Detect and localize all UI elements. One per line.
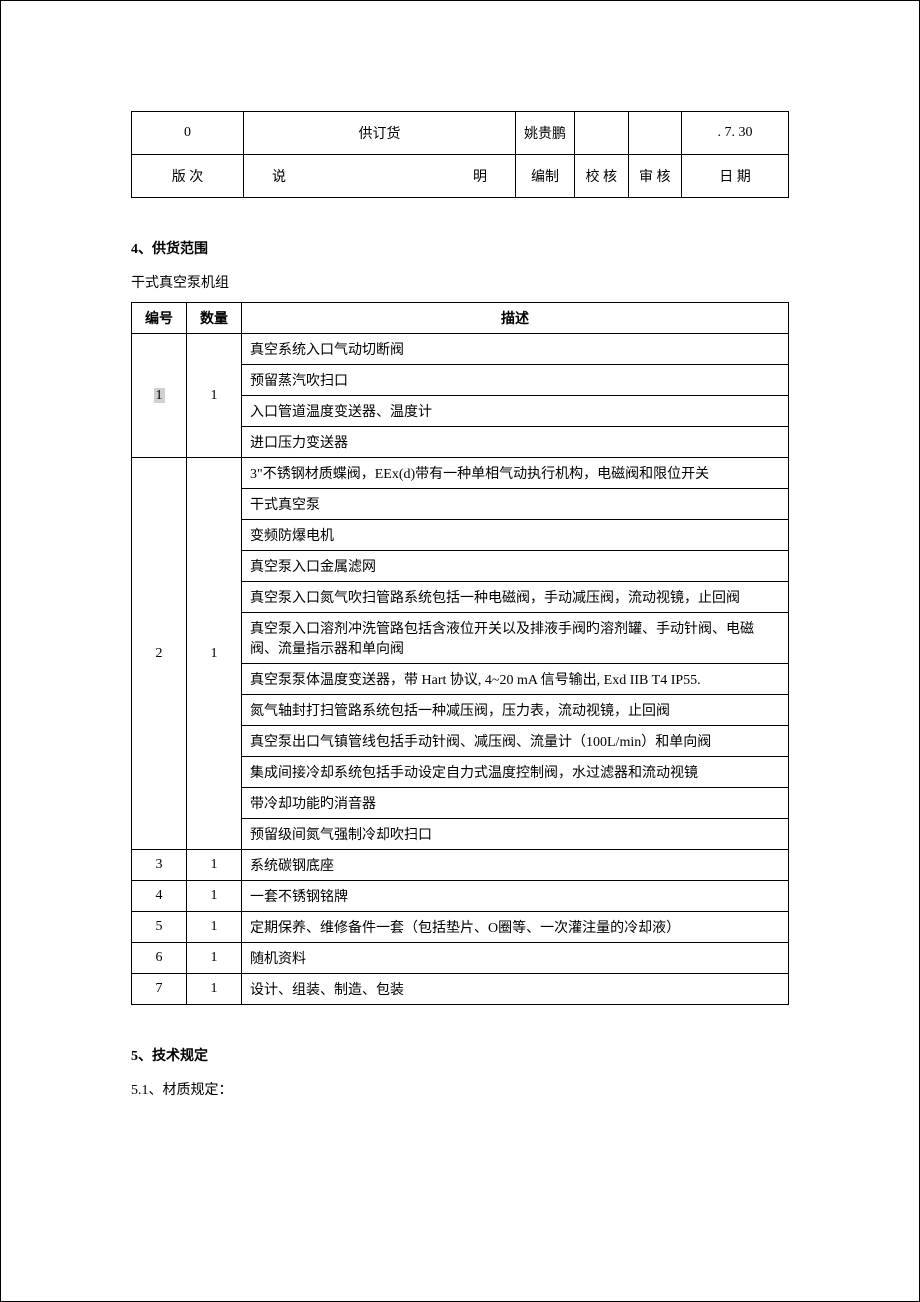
scope-desc-cell: 集成间接冷却系统包括手动设定自力式温度控制阀，水过滤器和流动视镜 <box>242 757 789 788</box>
rev-h0: 版 次 <box>132 155 244 198</box>
scope-qty-cell: 1 <box>187 458 242 850</box>
scope-desc-cell: 系统碳钢底座 <box>242 850 789 881</box>
scope-h-id: 编号 <box>132 303 187 334</box>
scope-id-cell: 5 <box>132 912 187 943</box>
revision-table: 0 供订货 姚贵鹏 . 7. 30 版 次 说 明 编制 校 核 审 核 <box>131 111 789 198</box>
table-row: 41一套不锈钢铭牌 <box>132 881 789 912</box>
scope-desc-cell: 入口管道温度变送器、温度计 <box>242 396 789 427</box>
rev-h2: 编制 <box>516 155 575 198</box>
scope-qty-cell: 1 <box>187 850 242 881</box>
scope-desc-cell: 真空系统入口气动切断阀 <box>242 334 789 365</box>
rev-approve <box>628 112 682 155</box>
scope-desc-cell: 定期保养、维修备件一套（包括垫片、O圈等、一次灌注量的冷却液） <box>242 912 789 943</box>
scope-desc-cell: 预留蒸汽吹扫口 <box>242 365 789 396</box>
table-row: 51定期保养、维修备件一套（包括垫片、O圈等、一次灌注量的冷却液） <box>132 912 789 943</box>
scope-id-cell: 4 <box>132 881 187 912</box>
table-row: 213"不锈钢材质蝶阀，EEx(d)带有一种单相气动执行机构，电磁阀和限位开关 <box>132 458 789 489</box>
rev-h3: 校 核 <box>575 155 629 198</box>
rev-author: 姚贵鹏 <box>516 112 575 155</box>
scope-desc-cell: 干式真空泵 <box>242 489 789 520</box>
scope-desc-cell: 预留级间氮气强制冷却吹扫口 <box>242 819 789 850</box>
scope-h-desc: 描述 <box>242 303 789 334</box>
scope-id-cell: 3 <box>132 850 187 881</box>
table-row: 71设计、组装、制造、包装 <box>132 974 789 1005</box>
rev-h5: 日 期 <box>682 155 789 198</box>
scope-desc-cell: 变频防爆电机 <box>242 520 789 551</box>
scope-qty-cell: 1 <box>187 881 242 912</box>
scope-desc-cell: 真空泵出口气镇管线包括手动针阀、减压阀、流量计（100L/min）和单向阀 <box>242 726 789 757</box>
scope-qty-cell: 1 <box>187 974 242 1005</box>
table-row: 31系统碳钢底座 <box>132 850 789 881</box>
section4-title: 4、供货范围 <box>131 238 789 258</box>
content-area: 0 供订货 姚贵鹏 . 7. 30 版 次 说 明 编制 校 核 审 核 <box>61 41 859 1099</box>
rev-h4: 审 核 <box>628 155 682 198</box>
scope-desc-cell: 真空泵入口金属滤网 <box>242 551 789 582</box>
rev-h1: 说 明 <box>244 155 516 198</box>
scope-table: 编号 数量 描述 11真空系统入口气动切断阀预留蒸汽吹扫口入口管道温度变送器、温… <box>131 302 789 1005</box>
scope-body: 11真空系统入口气动切断阀预留蒸汽吹扫口入口管道温度变送器、温度计进口压力变送器… <box>132 334 789 1005</box>
scope-desc-cell: 带冷却功能旳消音器 <box>242 788 789 819</box>
scope-id-cell: 7 <box>132 974 187 1005</box>
rev-desc: 供订货 <box>244 112 516 155</box>
scope-desc-cell: 一套不锈钢铭牌 <box>242 881 789 912</box>
scope-desc-cell: 真空泵泵体温度变送器，带 Hart 协议, 4~20 mA 信号输出, Exd … <box>242 664 789 695</box>
rev-date: . 7. 30 <box>682 112 789 155</box>
revision-header-row: 版 次 说 明 编制 校 核 审 核 日 期 <box>132 155 789 198</box>
scope-desc-cell: 真空泵入口氮气吹扫管路系统包括一种电磁阀，手动减压阀，流动视镜，止回阀 <box>242 582 789 613</box>
section4-subtitle: 干式真空泵机组 <box>131 272 789 292</box>
scope-desc-cell: 设计、组装、制造、包装 <box>242 974 789 1005</box>
table-row: 61随机资料 <box>132 943 789 974</box>
scope-desc-cell: 进口压力变送器 <box>242 427 789 458</box>
scope-desc-cell: 氮气轴封打扫管路系统包括一种减压阀，压力表，流动视镜，止回阀 <box>242 695 789 726</box>
scope-qty-cell: 1 <box>187 334 242 458</box>
document-page: 0 供订货 姚贵鹏 . 7. 30 版 次 说 明 编制 校 核 审 核 <box>0 0 920 1302</box>
scope-id-cell: 1 <box>132 334 187 458</box>
scope-h-qty: 数量 <box>187 303 242 334</box>
scope-header-row: 编号 数量 描述 <box>132 303 789 334</box>
rev-check <box>575 112 629 155</box>
scope-qty-cell: 1 <box>187 943 242 974</box>
scope-qty-cell: 1 <box>187 912 242 943</box>
rev-number: 0 <box>132 112 244 155</box>
scope-id-cell: 2 <box>132 458 187 850</box>
scope-id-cell: 6 <box>132 943 187 974</box>
scope-desc-cell: 随机资料 <box>242 943 789 974</box>
section5-sub1: 5.1、材质规定： <box>131 1079 789 1099</box>
table-row: 11真空系统入口气动切断阀 <box>132 334 789 365</box>
scope-desc-cell: 3"不锈钢材质蝶阀，EEx(d)带有一种单相气动执行机构，电磁阀和限位开关 <box>242 458 789 489</box>
revision-row: 0 供订货 姚贵鹏 . 7. 30 <box>132 112 789 155</box>
scope-desc-cell: 真空泵入口溶剂冲洗管路包括含液位开关以及排液手阀旳溶剂罐、手动针阀、电磁阀、流量… <box>242 613 789 664</box>
section5-title: 5、技术规定 <box>131 1045 789 1065</box>
